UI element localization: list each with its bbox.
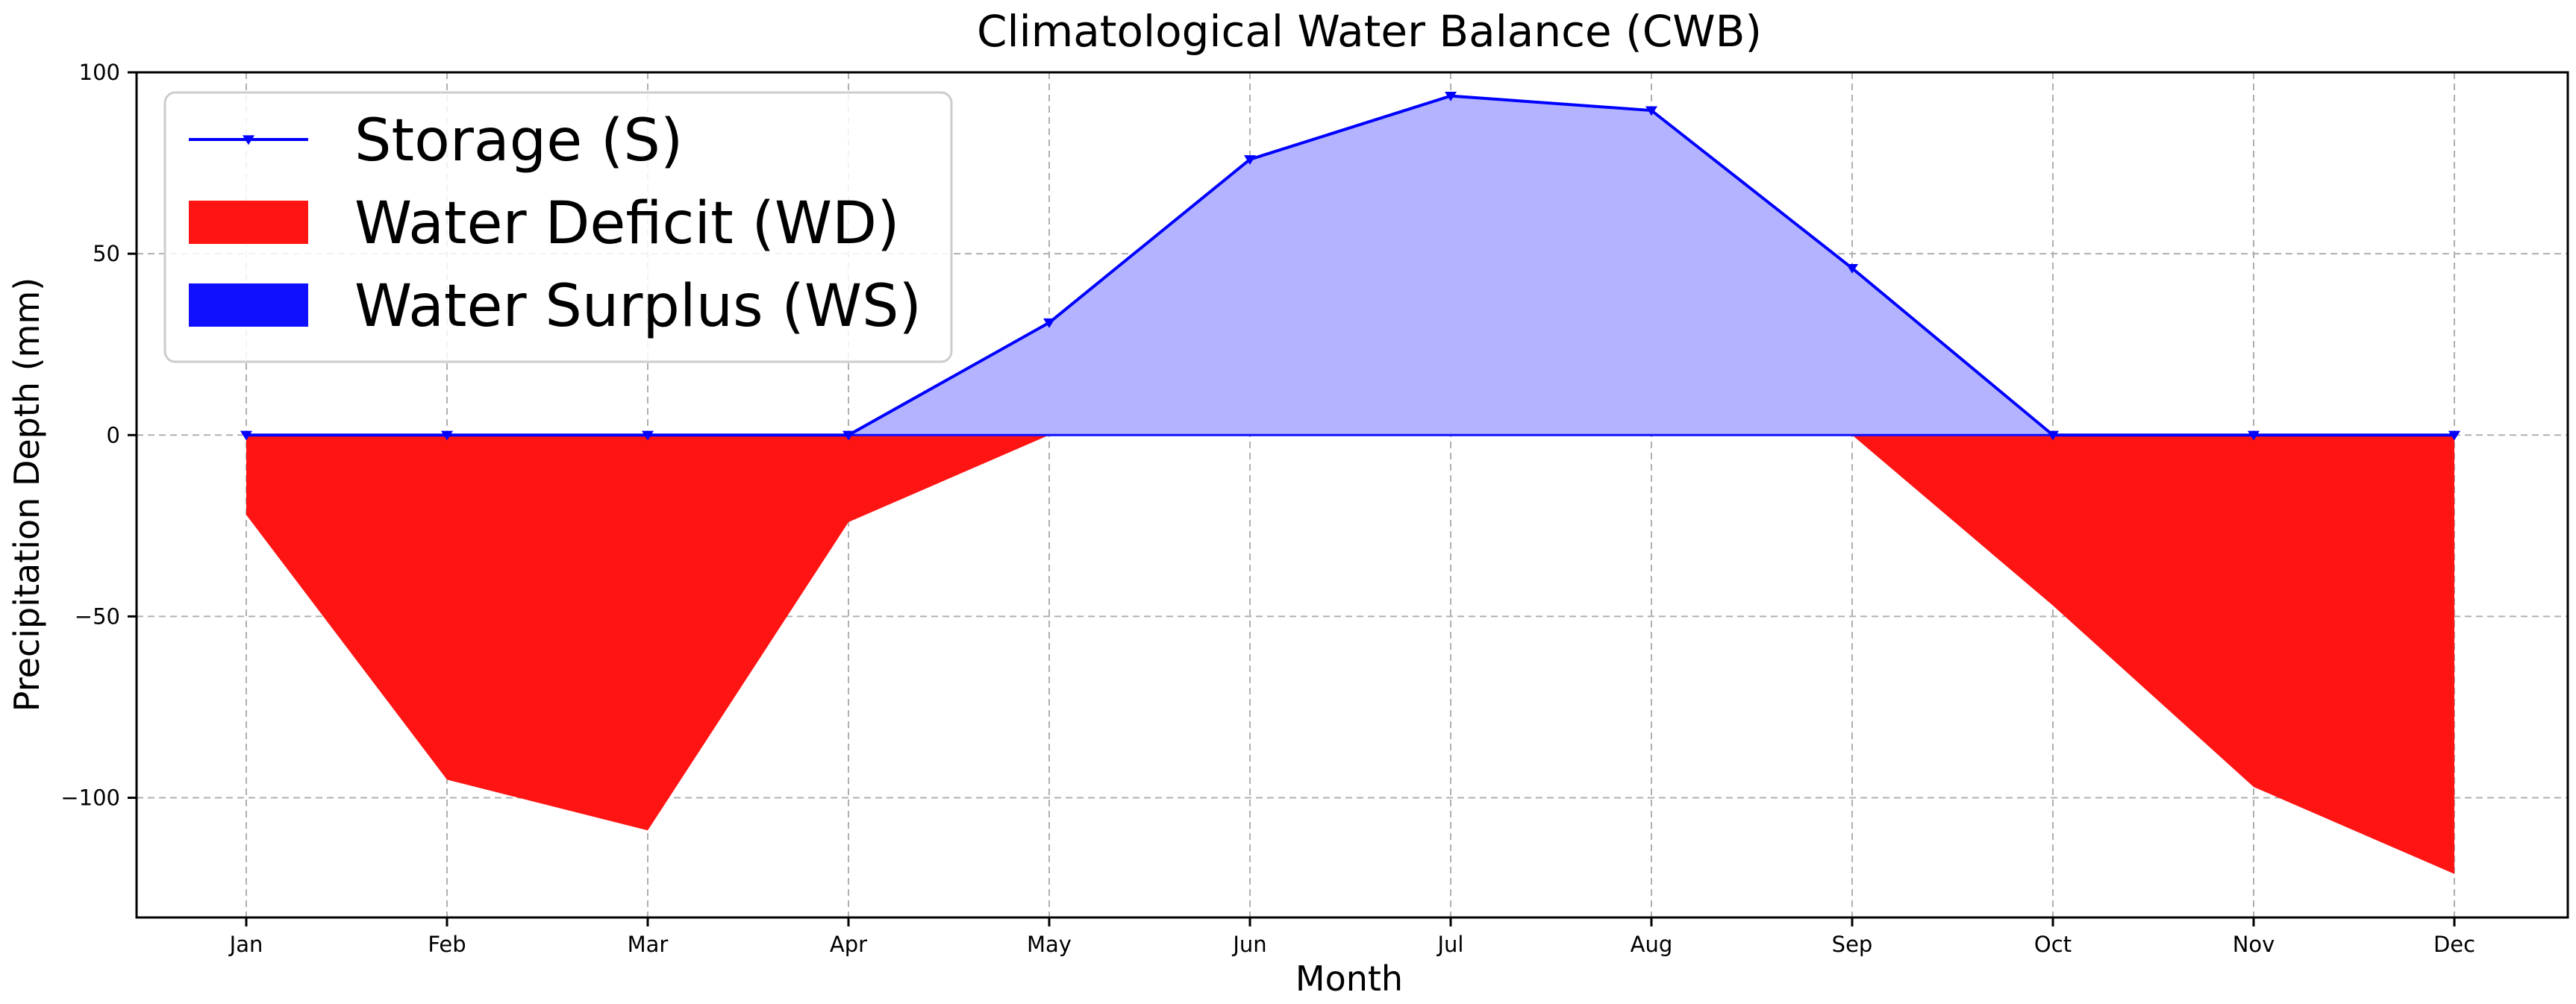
- chart-title: Climatological Water Balance (CWB): [977, 6, 1762, 57]
- storage-point-jul: [1445, 92, 1457, 101]
- y-tick-label: 100: [79, 60, 120, 85]
- storage-point-mar: [642, 430, 654, 441]
- legend: Storage (S) Water Deficit (WD) Water Surpl…: [163, 91, 953, 363]
- x-tick-label-jan: Jan: [228, 932, 263, 957]
- legend-label-water-deficit-wd: Water Deficit (WD): [354, 190, 900, 257]
- storage-point-aug: [1645, 106, 1657, 116]
- line-layer: [240, 92, 2460, 441]
- storage-point-nov: [2248, 430, 2260, 441]
- legend-box: [163, 91, 953, 363]
- x-tick-label-sep: Sep: [1832, 932, 1873, 957]
- plot-frame: [135, 71, 2569, 919]
- legend-label-water-surplus-ws: Water Surplus (WS): [354, 273, 922, 340]
- storage-point-feb: [441, 430, 453, 441]
- storage-line: [246, 94, 2454, 437]
- ticks-layer: Jan Feb Mar Apr May Jun Jul Aug Sep Oct Nov Dec 100 5…: [60, 60, 2475, 957]
- storage-point-may: [1043, 318, 1055, 328]
- x-tick-label-nov: Nov: [2233, 932, 2275, 957]
- x-tick-label-jul: Jul: [1437, 932, 1464, 957]
- water-deficit-area: [246, 435, 2454, 874]
- y-tick-label: 50: [93, 241, 120, 266]
- x-tick-label-apr: Apr: [830, 932, 867, 957]
- x-tick-label-jun: Jun: [1231, 932, 1266, 957]
- y-axis-label: Precipitation Depth (mm): [7, 277, 47, 712]
- x-axis-label: Month: [1295, 958, 1403, 999]
- legend-label-storage-s: Storage (S): [354, 107, 683, 175]
- y-tick-label: −100: [60, 785, 120, 811]
- x-tick-label-feb: Feb: [428, 932, 466, 957]
- legend-swatch-water-deficit-wd: [189, 201, 308, 244]
- legend-marker-storage-s: [243, 135, 254, 145]
- storage-area: [246, 95, 2454, 436]
- storage-point-jan: [240, 430, 252, 441]
- y-tick-label: −50: [75, 603, 120, 629]
- storage-point-jun: [1244, 155, 1256, 165]
- legend-swatch-water-surplus-ws: [189, 283, 308, 327]
- x-tick-label-oct: Oct: [2034, 932, 2072, 957]
- storage-point-sep: [1846, 263, 1858, 274]
- y-tick-label: 0: [107, 422, 120, 448]
- x-tick-label-dec: Dec: [2433, 932, 2475, 957]
- storage-point-apr: [842, 430, 854, 441]
- storage-point-dec: [2448, 430, 2460, 441]
- x-tick-label-may: May: [1027, 932, 1072, 957]
- storage-point-oct: [2047, 430, 2059, 441]
- x-tick-label-aug: Aug: [1631, 932, 1673, 957]
- x-tick-label-mar: Mar: [628, 932, 669, 957]
